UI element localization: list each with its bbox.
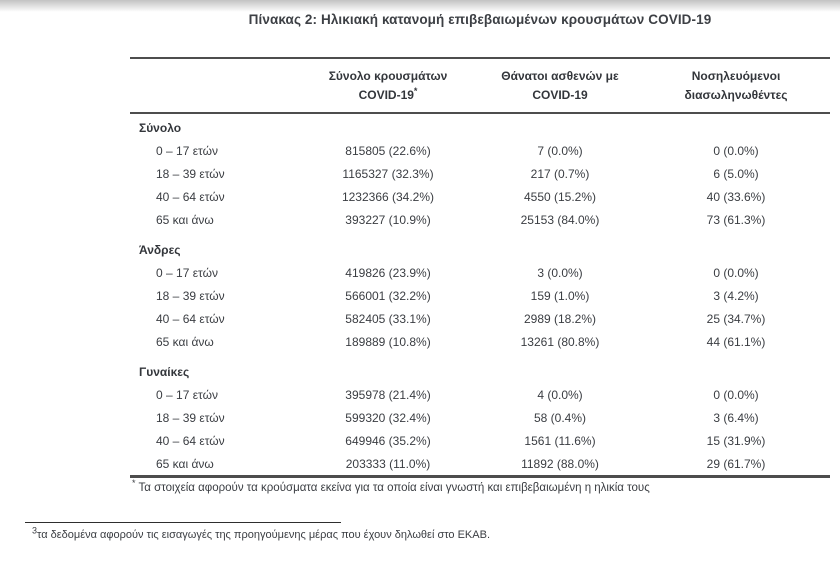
intubated-cell: 3 (4.2%) — [713, 288, 759, 303]
age-cell: 0 – 17 ετών — [156, 387, 218, 402]
deaths-cell: 4550 (15.2%) — [523, 189, 597, 204]
cases-cell: 395978 (21.4%) — [345, 387, 431, 402]
page-footnote-marker: 3 — [32, 525, 38, 536]
intubated-cell: 25 (34.7%) — [706, 311, 766, 326]
table-row: 18 – 39 ετών 1165327 (32.3%) 217 (0.7%) … — [130, 162, 830, 185]
section-label: Άνδρες — [139, 242, 181, 257]
age-cell: 40 – 64 ετών — [156, 311, 225, 326]
age-cell: 40 – 64 ετών — [156, 189, 225, 204]
covid-age-table: Σύνολο κρουσμάτων COVID-19* Θάνατοι ασθε… — [130, 57, 830, 478]
intubated-cell: 15 (31.9%) — [706, 433, 766, 448]
cases-cell: 649946 (35.2%) — [345, 433, 431, 448]
deaths-cell: 7 (0.0%) — [537, 143, 583, 158]
header-intubated: Νοσηλευόμενοι διασωληνωθέντες — [642, 58, 830, 114]
table-row: 0 – 17 ετών 815805 (22.6%) 7 (0.0%) 0 (0… — [130, 139, 830, 162]
age-cell: 65 και άνω — [156, 334, 214, 349]
table-row: 40 – 64 ετών 649946 (35.2%) 1561 (11.6%)… — [130, 429, 830, 452]
table-row: 40 – 64 ετών 582405 (33.1%) 2989 (18.2%)… — [130, 307, 830, 330]
age-cell: 65 και άνω — [156, 212, 214, 227]
table-row: 0 – 17 ετών 419826 (23.9%) 3 (0.0%) 0 (0… — [130, 261, 830, 284]
footnote-marker: * — [413, 86, 418, 96]
header-deaths: Θάνατοι ασθενών με COVID-19 — [478, 58, 642, 114]
intubated-cell: 29 (61.7%) — [706, 456, 766, 471]
header-cases-line2: COVID-19* — [358, 86, 418, 103]
header-row: Σύνολο κρουσμάτων COVID-19* Θάνατοι ασθε… — [130, 58, 830, 114]
table-footnote-text: Τα στοιχεία αφορούν τα κρούσματα εκείνα … — [138, 482, 650, 494]
cases-cell: 815805 (22.6%) — [345, 143, 431, 158]
intubated-cell: 44 (61.1%) — [706, 334, 766, 349]
cases-cell: 393227 (10.9%) — [345, 212, 431, 227]
intubated-cell: 0 (0.0%) — [713, 143, 759, 158]
intubated-cell: 0 (0.0%) — [713, 265, 759, 280]
intubated-cell: 73 (61.3%) — [706, 212, 766, 227]
table-row: 40 – 64 ετών 1232366 (34.2%) 4550 (15.2%… — [130, 185, 830, 208]
cases-cell: 189889 (10.8%) — [345, 334, 431, 349]
deaths-cell: 58 (0.4%) — [533, 410, 587, 425]
footnote-divider — [25, 522, 341, 523]
header-cases: Σύνολο κρουσμάτων COVID-19* — [298, 58, 478, 114]
table-row: 65 και άνω 189889 (10.8%) 13261 (80.8%) … — [130, 330, 830, 353]
deaths-cell: 3 (0.0%) — [537, 265, 583, 280]
age-cell: 18 – 39 ετών — [156, 166, 225, 181]
table-row: 65 και άνω 203333 (11.0%) 11892 (88.0%) … — [130, 452, 830, 477]
deaths-cell: 13261 (80.8%) — [520, 334, 600, 349]
cases-cell: 419826 (23.9%) — [345, 265, 431, 280]
header-deaths-line2: COVID-19 — [532, 88, 588, 102]
intubated-cell: 3 (6.4%) — [713, 410, 759, 425]
cases-cell: 582405 (33.1%) — [345, 311, 431, 326]
deaths-cell: 4 (0.0%) — [537, 387, 583, 402]
deaths-cell: 11892 (88.0%) — [521, 456, 599, 471]
table-footnote-marker: * — [132, 478, 136, 489]
section-label: Σύνολο — [139, 120, 182, 135]
intubated-cell: 0 (0.0%) — [713, 387, 759, 402]
page-footnote: 3τα δεδομένα αφορούν τις εισαγωγές της π… — [32, 526, 490, 541]
header-intubated-line2: διασωληνωθέντες — [684, 88, 788, 102]
intubated-cell: 40 (33.6%) — [706, 189, 766, 204]
cases-cell: 599320 (32.4%) — [345, 410, 431, 425]
cases-cell: 1232366 (34.2%) — [341, 189, 435, 204]
table-row: 18 – 39 ετών 566001 (32.2%) 159 (1.0%) 3… — [130, 284, 830, 307]
age-cell: 18 – 39 ετών — [156, 288, 225, 303]
section-row-women: Γυναίκες — [130, 353, 830, 383]
header-cases-line1: Σύνολο κρουσμάτων — [328, 69, 448, 83]
age-cell: 40 – 64 ετών — [156, 433, 225, 448]
deaths-cell: 2989 (18.2%) — [523, 311, 597, 326]
header-intubated-line1: Νοσηλευόμενοι — [691, 69, 781, 83]
section-row-men: Άνδρες — [130, 231, 830, 261]
page-footnote-text: τα δεδομένα αφορούν τις εισαγωγές της πρ… — [37, 529, 490, 541]
deaths-cell: 25153 (84.0%) — [520, 212, 600, 227]
deaths-cell: 217 (0.7%) — [530, 166, 590, 181]
header-empty — [130, 58, 298, 114]
table-row: 0 – 17 ετών 395978 (21.4%) 4 (0.0%) 0 (0… — [130, 383, 830, 406]
section-row-total: Σύνολο — [130, 113, 830, 139]
table-footnote: * Τα στοιχεία αφορούν τα κρούσματα εκείν… — [130, 479, 830, 494]
section-label: Γυναίκες — [139, 364, 190, 379]
table-title: Πίνακας 2: Ηλικιακή κατανομή επιβεβαιωμέ… — [248, 12, 712, 27]
intubated-cell: 6 (5.0%) — [713, 166, 759, 181]
age-cell: 65 και άνω — [156, 456, 214, 471]
age-cell: 0 – 17 ετών — [156, 143, 218, 158]
header-deaths-line1: Θάνατοι ασθενών με — [501, 69, 619, 83]
age-cell: 18 – 39 ετών — [156, 410, 225, 425]
deaths-cell: 159 (1.0%) — [530, 288, 590, 303]
table-row: 18 – 39 ετών 599320 (32.4%) 58 (0.4%) 3 … — [130, 406, 830, 429]
age-cell: 0 – 17 ετών — [156, 265, 218, 280]
covid-age-table-container: Σύνολο κρουσμάτων COVID-19* Θάνατοι ασθε… — [130, 57, 830, 494]
cases-cell: 1165327 (32.3%) — [342, 166, 434, 181]
page-top-shadow — [0, 0, 840, 12]
table-row: 65 και άνω 393227 (10.9%) 25153 (84.0%) … — [130, 208, 830, 231]
cases-cell: 203333 (11.0%) — [345, 456, 431, 471]
deaths-cell: 1561 (11.6%) — [524, 433, 596, 448]
cases-cell: 566001 (32.2%) — [345, 288, 431, 303]
